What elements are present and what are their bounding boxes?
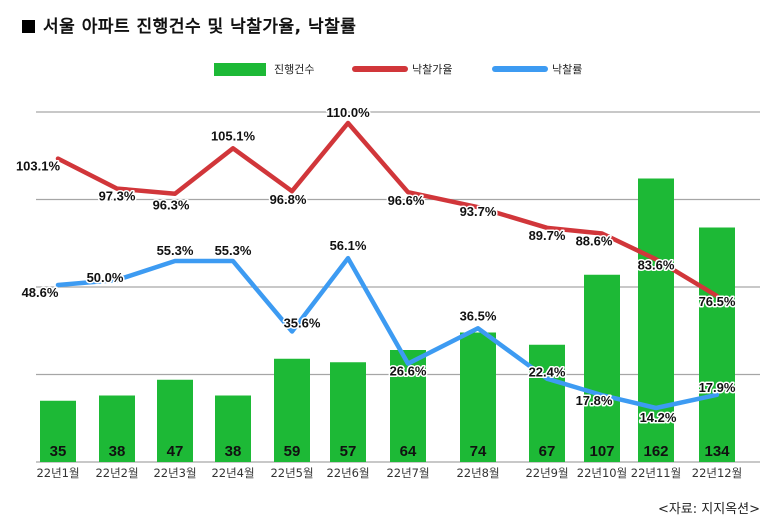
series-line — [55, 255, 720, 411]
data-label: 96.3% — [153, 198, 190, 213]
data-label: 50.0% — [87, 270, 124, 285]
bar — [699, 227, 735, 462]
legend-swatch-red — [352, 66, 408, 72]
data-label: 96.8% — [270, 192, 307, 207]
x-tick-label: 22년11월 — [631, 466, 681, 480]
bar — [330, 362, 366, 462]
data-label: 93.7% — [460, 204, 497, 219]
chart-title-text: 서울 아파트 진행건수 및 낙찰가율, 낙찰률 — [43, 17, 357, 37]
legend: 진행건수 낙찰가율 낙찰률 — [0, 61, 780, 81]
bar — [99, 395, 135, 462]
x-tick-label: 22년8월 — [456, 466, 499, 480]
bar — [274, 358, 310, 462]
bar — [157, 379, 193, 462]
x-tick-label: 22년2월 — [95, 466, 138, 480]
data-label: 56.1% — [330, 238, 367, 253]
x-tick-label: 22년4월 — [211, 466, 254, 480]
square-bullet-icon — [22, 20, 35, 33]
legend-item-bar: 진행건수 — [214, 61, 314, 77]
data-label: 14.2% — [640, 410, 677, 425]
bar — [390, 350, 426, 462]
data-label: 22.4% — [529, 365, 566, 380]
bar — [529, 344, 565, 462]
legend-item-blue: 낙찰률 — [492, 61, 582, 77]
x-tick-label: 22년6월 — [326, 466, 369, 480]
bar — [460, 332, 496, 462]
legend-item-red: 낙찰가율 — [352, 61, 452, 77]
data-label: 26.6% — [390, 364, 427, 379]
bar-label: 47 — [167, 443, 184, 460]
x-tick-label: 22년1월 — [36, 466, 79, 480]
bar-label: 67 — [539, 443, 556, 460]
chart-title: 서울 아파트 진행건수 및 낙찰가율, 낙찰률 — [22, 12, 356, 37]
bar-label: 74 — [470, 443, 487, 460]
bar-label: 38 — [225, 443, 242, 460]
bar-label: 35 — [50, 443, 67, 460]
data-label: 48.6% — [22, 285, 59, 300]
x-tick-label: 22년10월 — [577, 466, 627, 480]
data-label: 55.3% — [157, 243, 194, 258]
bar-label: 134 — [704, 443, 730, 460]
bar — [215, 395, 251, 462]
data-label: 83.6% — [638, 257, 675, 272]
series-line — [55, 120, 720, 299]
data-label: 76.5% — [699, 294, 736, 309]
bar — [584, 274, 620, 462]
bar-label: 64 — [400, 443, 417, 460]
bar-label: 59 — [284, 443, 301, 460]
source-note: <자료: 지지옥션> — [657, 502, 760, 517]
data-label: 17.9% — [699, 380, 736, 395]
data-label: 17.8% — [576, 393, 613, 408]
x-tick-label: 22년12월 — [692, 466, 742, 480]
data-label: 55.3% — [215, 243, 252, 258]
legend-swatch-blue — [492, 66, 548, 72]
data-label: 88.6% — [576, 234, 613, 249]
legend-swatch-bar — [214, 62, 266, 76]
bar-label: 162 — [643, 443, 668, 460]
data-label: 110.0% — [326, 105, 370, 120]
bar-label: 57 — [340, 443, 357, 460]
data-label: 105.1% — [211, 128, 256, 143]
x-tick-label: 22년9월 — [525, 466, 568, 480]
x-tick-label: 22년7월 — [386, 466, 429, 480]
legend-label-red: 낙찰가율 — [412, 63, 453, 76]
data-label: 35.6% — [284, 315, 321, 330]
data-label: 89.7% — [529, 228, 566, 243]
data-label: 97.3% — [99, 189, 136, 204]
data-label: 36.5% — [460, 308, 497, 323]
data-label: 96.6% — [388, 193, 425, 208]
legend-label-bar: 진행건수 — [274, 63, 315, 76]
legend-label-blue: 낙찰률 — [552, 63, 583, 76]
bar-label: 107 — [589, 443, 614, 460]
data-label: 103.1% — [16, 159, 61, 174]
bar — [40, 400, 76, 462]
bar-label: 38 — [109, 443, 126, 460]
bar — [638, 178, 674, 462]
x-tick-label: 22년5월 — [270, 466, 313, 480]
x-tick-label: 22년3월 — [153, 466, 196, 480]
